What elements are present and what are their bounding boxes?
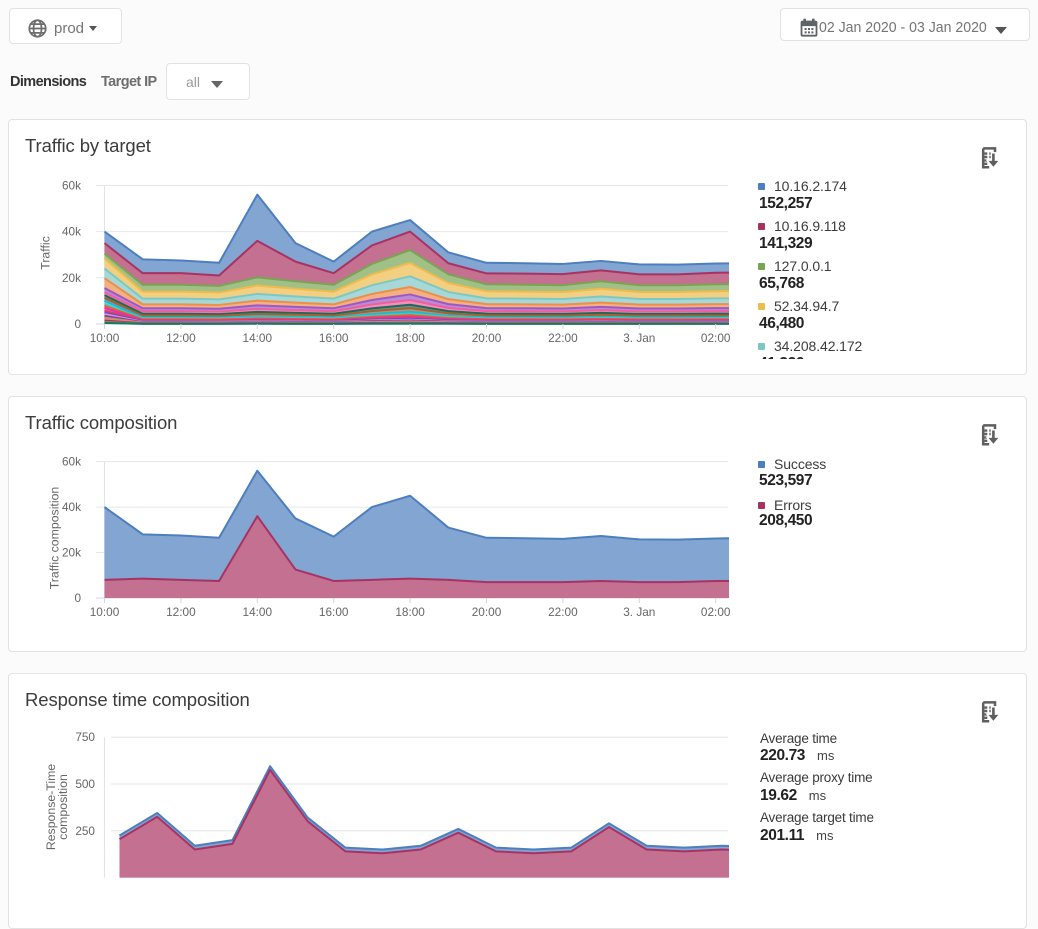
svg-text:60k: 60k (62, 455, 81, 469)
svg-text:0: 0 (74, 591, 81, 605)
svg-text:14:00: 14:00 (243, 605, 273, 619)
svg-text:Response-Timecomposition: Response-Timecomposition (44, 764, 70, 850)
svg-text:02:00: 02:00 (701, 605, 731, 619)
svg-text:16:00: 16:00 (319, 605, 349, 619)
svg-text:12:00: 12:00 (166, 605, 196, 619)
svg-text:Traffic: Traffic (39, 236, 53, 269)
svg-text:40k: 40k (62, 500, 81, 514)
svg-text:18:00: 18:00 (395, 331, 425, 345)
svg-text:22:00: 22:00 (548, 605, 578, 619)
svg-text:10:00: 10:00 (90, 605, 120, 619)
svg-text:16:00: 16:00 (319, 331, 349, 345)
svg-text:3. Jan: 3. Jan (623, 331, 655, 345)
svg-text:Traffic composition: Traffic composition (48, 487, 62, 590)
svg-text:20:00: 20:00 (472, 605, 502, 619)
svg-text:500: 500 (75, 777, 95, 791)
svg-text:14:00: 14:00 (243, 331, 273, 345)
svg-text:0: 0 (74, 317, 81, 331)
svg-text:3. Jan: 3. Jan (623, 605, 655, 619)
svg-text:20:00: 20:00 (472, 331, 502, 345)
svg-text:22:00: 22:00 (548, 331, 578, 345)
svg-text:40k: 40k (62, 225, 81, 239)
svg-text:60k: 60k (62, 178, 81, 192)
svg-text:750: 750 (75, 730, 95, 744)
svg-text:20k: 20k (62, 271, 81, 285)
svg-text:18:00: 18:00 (395, 605, 425, 619)
svg-text:10:00: 10:00 (90, 331, 120, 345)
svg-text:250: 250 (75, 824, 95, 838)
svg-text:12:00: 12:00 (166, 331, 196, 345)
svg-text:02:00: 02:00 (701, 331, 731, 345)
svg-text:20k: 20k (62, 546, 81, 560)
